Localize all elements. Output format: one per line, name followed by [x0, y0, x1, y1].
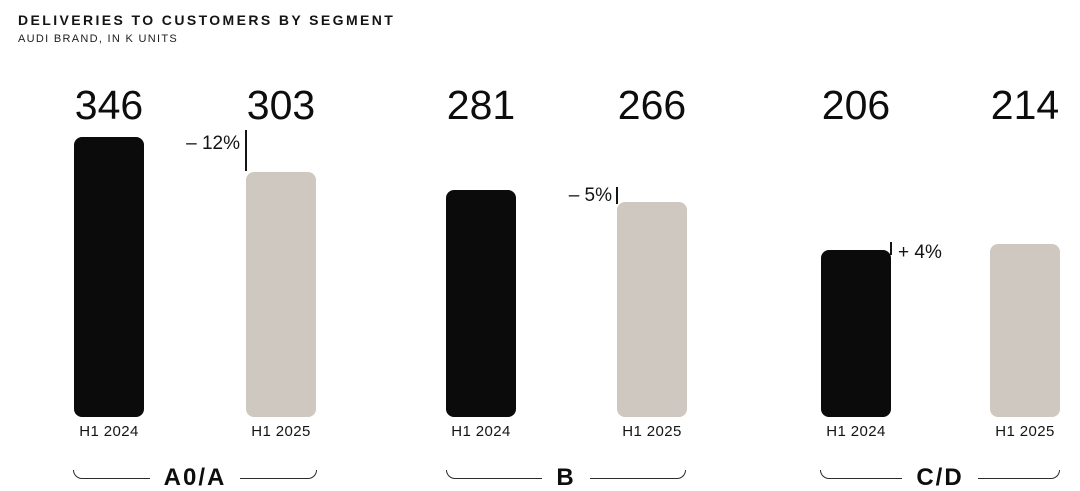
value-label-a0a-h1-2025: 303	[246, 82, 316, 128]
segment-label-cd: C/D	[916, 464, 964, 491]
segment-label-a0a: A0/A	[163, 464, 227, 491]
bracket-line-right	[589, 470, 686, 479]
chart-subtitle: AUDI BRAND, IN K UNITS	[18, 33, 179, 45]
bar-cd-h1-2024	[821, 250, 891, 417]
bracket-line-left	[820, 470, 903, 479]
segment-bracket-cd: C/D	[820, 466, 1060, 490]
axis-label-a0a-h1-2024: H1 2024	[79, 423, 139, 440]
axis-label-b-h1-2025: H1 2025	[622, 423, 682, 440]
segment-bracket-b: B	[446, 466, 686, 490]
bracket-line-left	[446, 470, 543, 479]
axis-label-cd-h1-2024: H1 2024	[826, 423, 886, 440]
bracket-line-right	[240, 470, 317, 479]
value-label-b-h1-2025: 266	[617, 82, 687, 128]
value-label-a0a-h1-2024: 346	[74, 82, 144, 128]
bar-b-h1-2024	[446, 189, 516, 417]
change-tick-cd	[890, 242, 892, 255]
segment-label-b: B	[556, 464, 576, 491]
axis-label-cd-h1-2025: H1 2025	[995, 423, 1055, 440]
value-label-cd-h1-2025: 214	[990, 82, 1060, 128]
value-label-cd-h1-2024: 206	[821, 82, 891, 128]
axis-label-a0a-h1-2025: H1 2025	[251, 423, 311, 440]
change-label-cd: + 4%	[898, 242, 942, 263]
bar-a0a-h1-2025	[246, 171, 316, 417]
bar-cd-h1-2025	[990, 243, 1060, 417]
change-tick-a0a	[245, 130, 247, 171]
axis-label-b-h1-2024: H1 2024	[451, 423, 511, 440]
chart-title: DELIVERIES TO CUSTOMERS BY SEGMENT	[18, 12, 396, 28]
change-label-a0a: – 12%	[186, 133, 240, 154]
bar-a0a-h1-2024	[74, 137, 144, 417]
change-label-b: – 5%	[568, 185, 612, 206]
segment-bracket-a0a: A0/A	[73, 466, 317, 490]
bracket-line-left	[73, 470, 150, 479]
value-label-b-h1-2024: 281	[446, 82, 516, 128]
bar-b-h1-2025	[617, 201, 687, 417]
bracket-line-right	[977, 470, 1060, 479]
change-tick-b	[616, 187, 618, 204]
